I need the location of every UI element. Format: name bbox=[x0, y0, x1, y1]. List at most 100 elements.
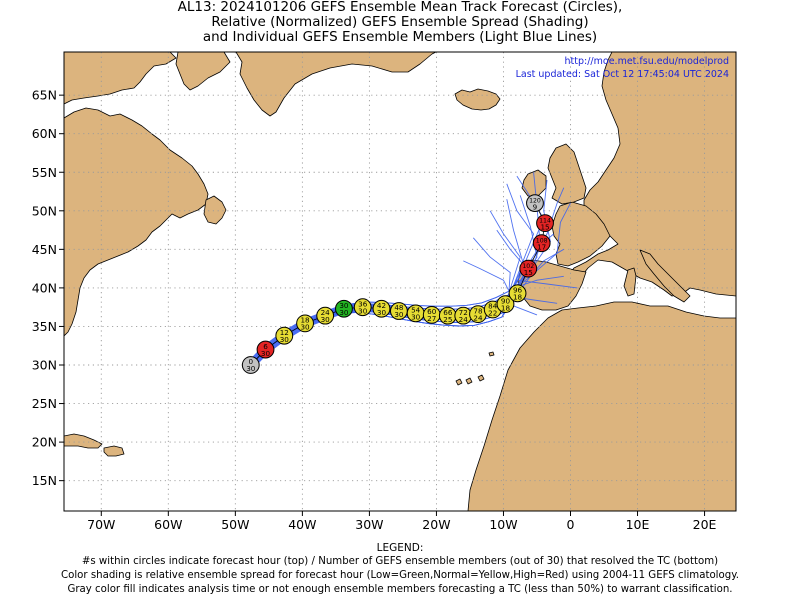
member-count-label: 30 bbox=[246, 364, 256, 373]
source-url: http://moe.met.fsu.edu/modelprod bbox=[565, 56, 729, 67]
latitude-labels: 65N 60N 55N 50N 45N 40N 35N 30N 25N 20N 15N bbox=[32, 88, 64, 488]
longitude-label: 30W bbox=[355, 517, 383, 532]
latitude-label: 25N bbox=[32, 396, 57, 411]
last-updated: Last updated: Sat Oct 12 17:45:04 UTC 20… bbox=[516, 69, 729, 80]
forecast-circle bbox=[372, 299, 391, 318]
forecast-circle bbox=[241, 356, 260, 374]
forecast-circle bbox=[335, 299, 353, 318]
landmass-north-america bbox=[64, 107, 209, 337]
longitude-label: 20W bbox=[422, 517, 450, 532]
landmass-cuba bbox=[64, 433, 103, 449]
title-line-2: Relative (Normalized) GEFS Ensemble Spre… bbox=[211, 14, 589, 30]
latitude-label: 55N bbox=[32, 165, 57, 180]
landmass-corsica-sardinia bbox=[623, 267, 637, 297]
longitude-label: 70W bbox=[87, 517, 115, 532]
latitude-label: 45N bbox=[32, 242, 57, 257]
forecast-circle bbox=[496, 295, 515, 313]
forecast-circle bbox=[519, 259, 538, 278]
forecast-circles: 0306301230183024303030363042304830543060… bbox=[241, 194, 554, 374]
member-count-label: 24 bbox=[459, 315, 469, 324]
member-count-label: 27 bbox=[427, 314, 436, 323]
longitude-label: 10E bbox=[626, 517, 650, 532]
member-count-label: 15 bbox=[540, 222, 549, 231]
legend: LEGEND: #s within circles indicate forec… bbox=[0, 541, 800, 597]
member-count-label: 18 bbox=[501, 303, 511, 312]
longitude-label: 50W bbox=[221, 517, 249, 532]
forecast-hour-label: 120 bbox=[529, 197, 541, 204]
longitude-label: 10W bbox=[489, 517, 517, 532]
landmass-great-britain bbox=[547, 143, 587, 205]
forecast-hour-label: 30 bbox=[339, 301, 349, 310]
latitude-label: 50N bbox=[32, 203, 57, 218]
forecast-circle bbox=[536, 214, 554, 233]
landmass-madeira bbox=[488, 351, 495, 357]
member-count-label: 30 bbox=[321, 315, 331, 324]
landmass-north-america-north bbox=[64, 52, 177, 105]
landmass-france bbox=[551, 201, 611, 267]
member-count-label: 17 bbox=[537, 242, 546, 251]
member-count-label: 30 bbox=[394, 310, 404, 319]
member-count-label: 9 bbox=[533, 202, 538, 211]
longitude-label: 40W bbox=[288, 517, 316, 532]
forecast-hour-label: 96 bbox=[513, 285, 523, 294]
member-count-label: 30 bbox=[261, 349, 271, 358]
forecast-point: 630 bbox=[256, 340, 275, 359]
longitude-labels: 70W 60W 50W 40W 30W 20W 10W 0 10E 20E bbox=[87, 511, 717, 532]
member-count-label: 30 bbox=[358, 306, 368, 315]
legend-line-1: #s within circles indicate forecast hour… bbox=[81, 556, 719, 567]
forecast-circle bbox=[256, 340, 275, 359]
longitude-label: 0 bbox=[567, 517, 575, 532]
member-count-label: 24 bbox=[473, 313, 483, 322]
forecast-hour-label: 114 bbox=[539, 217, 551, 224]
land-layer bbox=[64, 52, 736, 511]
forecast-hour-label: 108 bbox=[536, 237, 548, 244]
landmass-europe bbox=[557, 52, 736, 301]
landmass-africa bbox=[467, 301, 736, 511]
member-count-label: 30 bbox=[377, 308, 387, 317]
landmass-italy bbox=[639, 249, 691, 303]
forecast-circle bbox=[532, 234, 551, 253]
member-count-label: 18 bbox=[513, 292, 523, 301]
forecast-hour-label: 42 bbox=[377, 301, 386, 310]
forecast-hour-label: 24 bbox=[321, 308, 331, 317]
map-frame bbox=[63, 51, 737, 512]
forecast-hour-label: 72 bbox=[459, 308, 468, 317]
longitude-label: 60W bbox=[154, 517, 182, 532]
forecast-hour-label: 90 bbox=[501, 296, 511, 305]
member-count-label: 30 bbox=[280, 335, 290, 344]
title-line-3: and Individual GEFS Ensemble Members (Li… bbox=[202, 29, 598, 45]
forecast-hour-label: 48 bbox=[394, 303, 404, 312]
member-count-label: 25 bbox=[443, 315, 452, 324]
member-count-label: 15 bbox=[524, 268, 533, 277]
forecast-hour-label: 36 bbox=[358, 299, 368, 308]
landmass-baffin-island bbox=[175, 52, 231, 91]
latitude-label: 40N bbox=[32, 280, 57, 295]
landmass-newfoundland bbox=[203, 195, 227, 225]
forecast-hour-label: 18 bbox=[300, 316, 310, 325]
member-count-label: 22 bbox=[488, 309, 497, 318]
forecast-hour-label: 12 bbox=[280, 328, 289, 337]
forecast-hour-label: 60 bbox=[427, 307, 437, 316]
latitude-label: 15N bbox=[32, 473, 57, 488]
forecast-hour-label: 0 bbox=[248, 357, 253, 366]
member-count-label: 30 bbox=[411, 313, 421, 322]
latitude-label: 20N bbox=[32, 435, 57, 450]
legend-line-3: Gray color fill indicates analysis time … bbox=[67, 584, 733, 595]
latitude-label: 60N bbox=[32, 126, 57, 141]
